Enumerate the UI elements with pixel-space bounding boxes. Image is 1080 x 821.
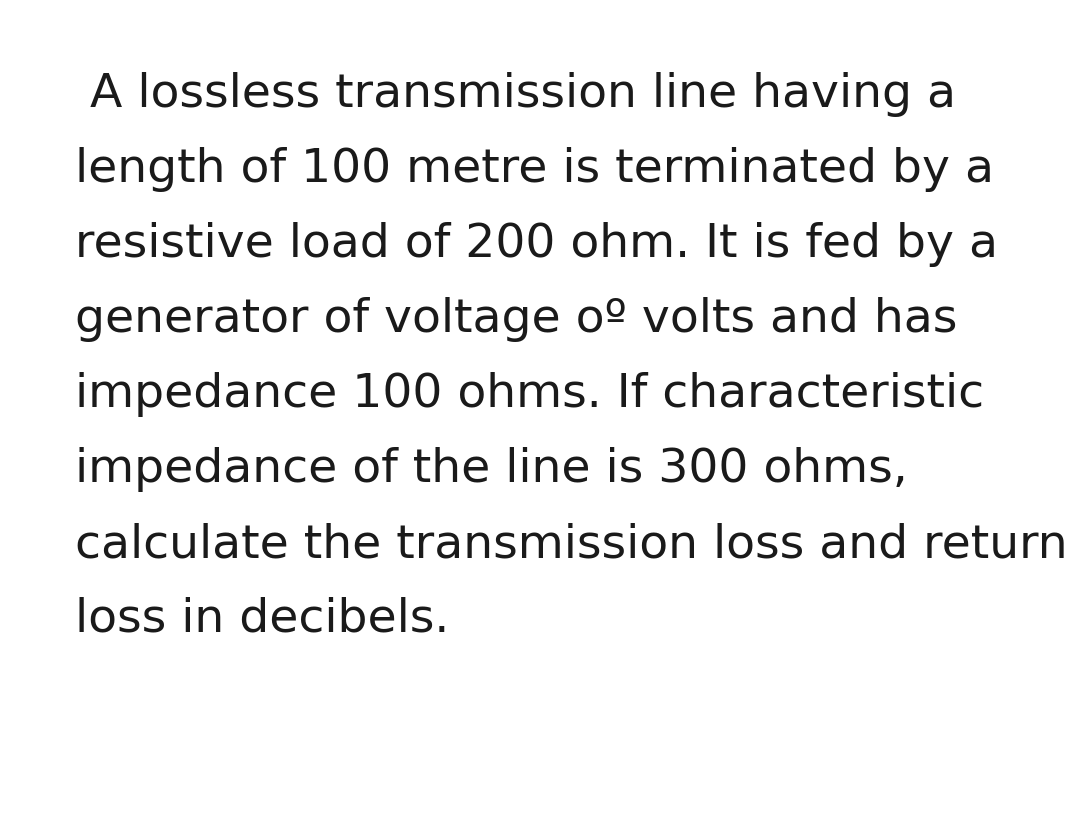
Text: generator of voltage oº volts and has: generator of voltage oº volts and has (75, 297, 957, 342)
Text: A lossless transmission line having a: A lossless transmission line having a (75, 72, 956, 117)
Text: loss in decibels.: loss in decibels. (75, 597, 449, 642)
Text: length of 100 metre is terminated by a: length of 100 metre is terminated by a (75, 147, 994, 192)
Text: calculate the transmission loss and return: calculate the transmission loss and retu… (75, 522, 1068, 567)
Text: impedance of the line is 300 ohms,: impedance of the line is 300 ohms, (75, 447, 908, 492)
Text: resistive load of 200 ohm. It is fed by a: resistive load of 200 ohm. It is fed by … (75, 222, 998, 267)
Text: impedance 100 ohms. If characteristic: impedance 100 ohms. If characteristic (75, 372, 984, 417)
